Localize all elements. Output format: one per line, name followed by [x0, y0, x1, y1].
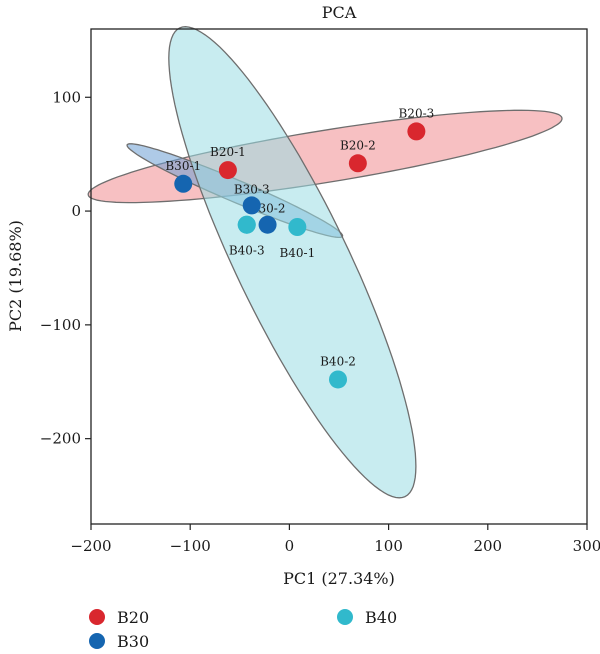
x-tick-label: 0	[285, 537, 295, 555]
legend-marker-b30	[89, 633, 105, 649]
point-label: B40-1	[279, 246, 315, 260]
point-b20-2	[348, 154, 367, 173]
x-tick-label: −100	[170, 537, 211, 555]
point-b40	[237, 215, 256, 234]
x-tick-label: −200	[70, 537, 111, 555]
chart-title: PCA	[322, 3, 357, 22]
point-label: B40-3	[229, 244, 265, 258]
legend-marker-b40	[337, 609, 353, 625]
y-tick-label: 0	[71, 202, 81, 220]
x-tick-label: 300	[573, 537, 600, 555]
ellipse-b40	[168, 26, 417, 499]
y-tick-label: −200	[40, 430, 81, 448]
point-label: B30-1	[165, 159, 201, 173]
point-layer: B20-1 B20-2B20-3B30-1B30-2B30-3B40-1B40-2…	[165, 106, 434, 389]
x-axis-title: PC1 (27.34%)	[283, 569, 395, 588]
legend-marker-b20	[89, 609, 105, 625]
legend-label-b30: B30	[117, 632, 149, 651]
point-b30-2	[258, 215, 277, 234]
point-label: B40-2	[320, 354, 356, 368]
point-b40-1	[288, 218, 307, 236]
point-label: B30-3	[234, 182, 270, 196]
axis-ticks: −200 −100 0 100 200 300 −200 −100 0 100	[40, 88, 600, 555]
y-tick-label: 100	[52, 88, 81, 106]
plot-frame	[90, 28, 588, 525]
point-label: B20-1	[210, 145, 246, 159]
ellipse-layer	[87, 26, 563, 499]
x-tick-label: 200	[473, 537, 502, 555]
point-b30-1	[174, 174, 193, 193]
legend: B20 B30 B40	[89, 608, 397, 651]
point-b20-1	[218, 161, 237, 180]
point-b20-3	[407, 122, 426, 141]
point-label: B20-3	[398, 106, 434, 120]
point-label: B20-2	[340, 138, 376, 152]
point-b40-2	[329, 370, 348, 389]
point-b30-3	[242, 196, 261, 215]
y-axis-title: PC2 (19.68%)	[6, 220, 25, 332]
x-tick-label: 100	[374, 537, 403, 555]
legend-label-b20: B20	[117, 608, 149, 627]
legend-label-b40: B40	[365, 608, 397, 627]
y-tick-label: −100	[40, 316, 81, 334]
